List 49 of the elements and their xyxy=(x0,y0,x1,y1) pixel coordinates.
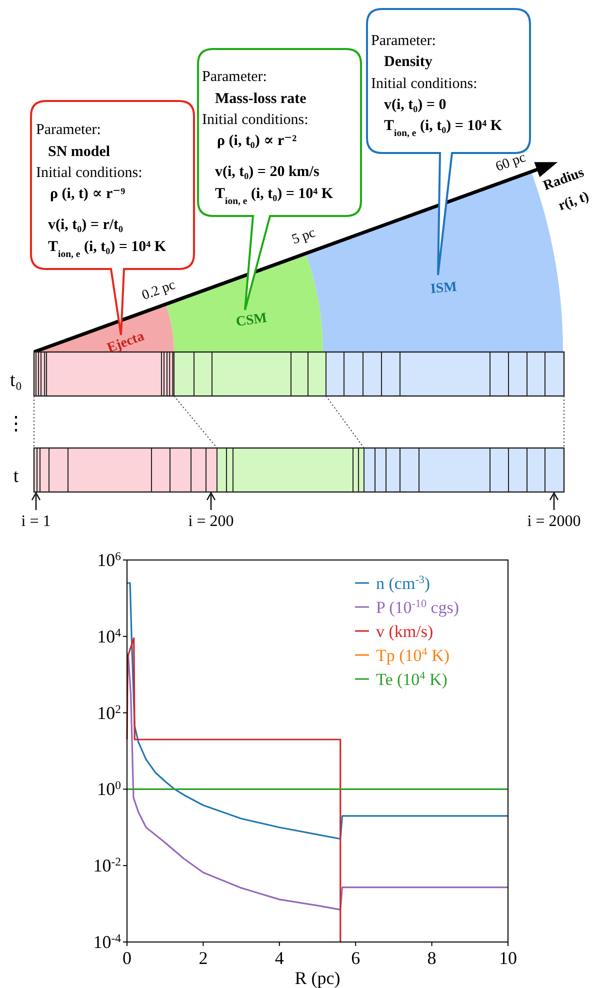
legend-label: P (10$^{-10}$ cgs) xyxy=(376,598,460,617)
text: v(i, t₀) = 20 km/s xyxy=(215,164,320,180)
y-tick-label: 10$^{4}$ xyxy=(97,626,122,646)
x-axis-title: R (pc) xyxy=(294,968,340,988)
x-tick-label: 4 xyxy=(274,948,284,968)
text: 60 pc xyxy=(494,150,528,176)
text: i = 1 xyxy=(21,513,51,530)
text: ISM xyxy=(430,280,458,298)
text: Mass-loss rate xyxy=(215,91,307,107)
text: Parameter: xyxy=(371,33,436,49)
text: v(i, t₀) = 0 xyxy=(384,97,446,113)
legend-label: v (km/s) xyxy=(376,622,434,641)
text: Parameter: xyxy=(36,122,101,138)
text: SN model xyxy=(48,144,110,160)
text: v(i, t₀) = r/t₀ xyxy=(48,217,124,233)
text: 0.2 pc xyxy=(140,278,178,304)
text: T$_{ion, e}$ (i, t₀) = 10⁴ K xyxy=(215,186,334,206)
x-tick-label: 8 xyxy=(427,948,436,968)
legend-label: Tp (10$^{4}$ K) xyxy=(376,646,450,665)
y-tick-label: 10$^{-4}$ xyxy=(93,932,122,952)
text: Initial conditions: xyxy=(36,165,142,181)
text: ρ (i, t) ∝ r⁻⁹ xyxy=(50,186,126,202)
text: ρ (i, t₀) ∝ r⁻² xyxy=(217,133,298,149)
y-tick-label: 10$^{6}$ xyxy=(97,550,122,570)
text: Parameter: xyxy=(202,69,267,85)
line-series xyxy=(126,637,342,943)
x-tick-label: 0 xyxy=(122,948,132,968)
y-tick-label: 10$^{0}$ xyxy=(97,778,122,800)
text: Density xyxy=(384,54,433,70)
text: 5 pc xyxy=(290,226,318,248)
y-tick-label: 10$^{2}$ xyxy=(97,702,122,723)
x-tick-label: 2 xyxy=(198,948,208,968)
text: t xyxy=(13,466,20,487)
text: Initial conditions: xyxy=(371,76,478,92)
text: i = 200 xyxy=(188,513,234,530)
text: CSM xyxy=(235,310,268,330)
x-tick-label: 6 xyxy=(351,948,360,968)
text: i = 2000 xyxy=(527,513,581,530)
x-tick-label: 10 xyxy=(499,948,517,968)
text: r(i, t) xyxy=(556,189,592,214)
y-tick-label: 10$^{-2}$ xyxy=(93,855,122,876)
text: T$_{ion, e}$ (i, t₀) = 10⁴ K xyxy=(384,118,502,138)
text: Ejecta xyxy=(105,329,146,356)
text: ⋮ xyxy=(6,414,26,435)
legend-label: n (cm$^{-3}$) xyxy=(376,574,430,593)
legend-label: Te (10$^{4}$ K) xyxy=(376,670,448,689)
text: T$_{ion, e}$ (i, t₀) = 10⁴ K xyxy=(48,239,166,260)
text: t₀ xyxy=(10,370,22,391)
text: Initial conditions: xyxy=(202,112,308,128)
